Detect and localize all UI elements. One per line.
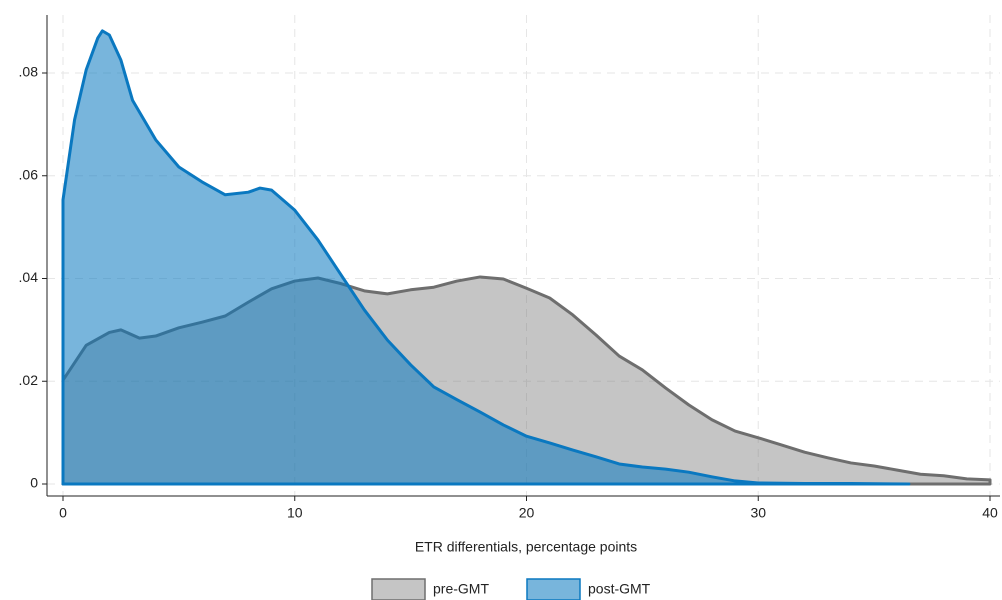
x-tick-label: 20 (519, 505, 535, 521)
y-tick-label: .02 (19, 372, 39, 388)
legend-swatch (526, 578, 581, 600)
legend-label: pre-GMT (433, 581, 489, 597)
x-tick-label: 30 (750, 505, 766, 521)
x-axis-label: ETR differentials, percentage points (415, 539, 637, 555)
density-area (61, 29, 911, 486)
x-tick-label: 0 (59, 505, 67, 521)
legend-label: post-GMT (588, 581, 651, 597)
y-tick-label: 0 (30, 475, 38, 491)
x-tick-label: 40 (982, 505, 998, 521)
x-tick-label: 10 (287, 505, 303, 521)
legend-swatch (371, 578, 426, 600)
y-tick-label: .08 (19, 64, 39, 80)
y-tick-label: .06 (19, 166, 39, 182)
y-tick-label: .04 (19, 269, 39, 285)
